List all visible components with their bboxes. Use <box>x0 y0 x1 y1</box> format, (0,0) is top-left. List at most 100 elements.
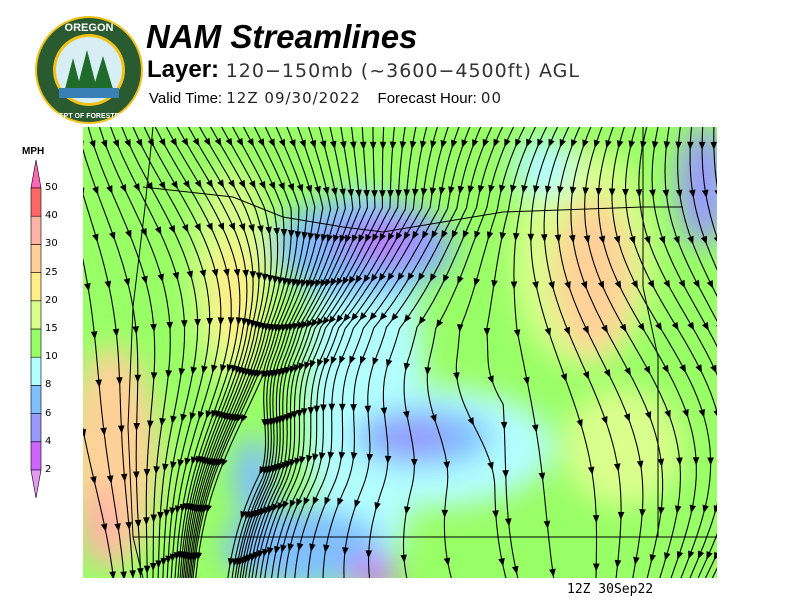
streamline-arrow <box>380 407 388 416</box>
streamline <box>455 127 526 578</box>
streamline-arrow <box>622 188 629 198</box>
streamline-arrow <box>132 326 139 335</box>
streamline-arrow <box>707 457 714 466</box>
streamline-arrow <box>259 180 266 190</box>
streamline-arrow <box>272 503 279 513</box>
streamline-arrow <box>500 421 508 430</box>
streamline-arrow <box>299 139 306 149</box>
streamline-arrow <box>633 556 640 566</box>
streamline-arrow <box>307 407 315 416</box>
streamline-arrow <box>227 317 235 326</box>
streamline-arrow <box>487 375 494 384</box>
streamline-arrow <box>272 275 280 285</box>
streamline-arrow <box>147 420 154 429</box>
streamline-arrow <box>324 496 331 506</box>
streamline <box>121 127 199 578</box>
streamline-arrow <box>582 187 590 196</box>
streamline-arrow <box>429 187 437 196</box>
streamline-arrow <box>486 231 494 240</box>
streamline-arrow <box>354 499 361 509</box>
streamline-arrow <box>137 568 144 577</box>
forecast-label: Forecast Hour: <box>377 90 477 107</box>
streamline-arrow <box>221 458 228 467</box>
streamline-arrow <box>523 376 530 386</box>
streamline-arrow <box>249 271 257 280</box>
streamline-arrow <box>120 571 127 578</box>
streamline-arrow <box>689 504 697 514</box>
streamline-arrow <box>592 563 600 572</box>
streamline-arrow <box>253 551 260 561</box>
colorbar-segment <box>30 441 42 471</box>
streamline-arrow <box>312 453 319 462</box>
streamline-arrow <box>379 232 386 242</box>
streamline-arrow <box>323 357 330 367</box>
streamline-arrow <box>366 453 374 463</box>
streamline-arrow <box>273 227 280 236</box>
streamline-arrow <box>526 138 533 148</box>
streamline-arrow <box>190 366 198 376</box>
streamline-arrow <box>132 471 140 480</box>
streamline-arrow <box>499 231 507 241</box>
streamline-arrow <box>713 505 717 514</box>
streamline-arrow <box>348 275 356 285</box>
streamline-arrow <box>301 279 308 288</box>
streamline <box>689 127 717 271</box>
streamline-arrow <box>114 523 121 532</box>
streamline-arrow <box>205 504 212 513</box>
streamline-arrow <box>603 369 611 378</box>
streamline-arrow <box>84 283 91 292</box>
streamline-arrow <box>339 355 346 365</box>
streamline-arrow <box>339 141 347 150</box>
streamline-arrow <box>483 328 491 337</box>
streamline-arrow <box>713 410 717 416</box>
forecast-value: 00 <box>480 89 502 107</box>
streamline-arrow <box>671 321 679 331</box>
streamline-arrow <box>493 138 500 148</box>
streamline-arrow <box>149 563 157 572</box>
streamline-arrow <box>291 278 299 288</box>
streamline-arrow <box>177 459 185 468</box>
streamline-arrow <box>314 185 321 195</box>
streamline-arrow <box>372 233 379 243</box>
streamline-arrow <box>637 322 645 332</box>
streamline-arrow <box>582 371 590 380</box>
streamline-arrow <box>440 139 447 149</box>
streamline-arrow <box>350 404 357 413</box>
streamline-arrow <box>133 183 140 192</box>
streamline-arrow <box>338 403 346 412</box>
streamline-arrow <box>299 455 306 465</box>
streamline-arrow <box>692 457 700 466</box>
colorbar-segment <box>30 244 42 273</box>
streamline-arrow <box>180 320 188 329</box>
streamline-arrow <box>502 470 509 479</box>
streamline-arrow <box>663 279 671 289</box>
streamline-arrow <box>333 234 340 244</box>
streamline-arrow <box>702 504 709 514</box>
streamline-arrow <box>170 461 177 470</box>
streamline-arrow <box>100 427 107 436</box>
streamline-arrow <box>106 185 113 194</box>
streamline-arrow <box>639 508 646 518</box>
streamline-arrow <box>350 312 359 322</box>
streamline-arrow <box>305 184 313 194</box>
streamline-arrow <box>129 570 136 578</box>
streamline-arrow <box>292 322 299 332</box>
streamline-arrow <box>125 229 132 239</box>
streamline-arrow <box>260 507 267 517</box>
streamline-arrow <box>614 559 622 569</box>
streamline-arrow <box>331 187 338 197</box>
streamline <box>570 127 664 578</box>
streamline-arrow <box>378 272 386 282</box>
streamline-arrow <box>328 315 336 324</box>
streamline-arrow <box>467 185 475 194</box>
streamline-arrow <box>613 235 621 245</box>
colorbar-segment <box>30 328 42 358</box>
streamline-arrow <box>453 372 460 381</box>
streamline-arrow <box>109 571 116 578</box>
colorbar-tick-label: 10 <box>45 351 58 363</box>
streamline-arrow <box>135 138 143 148</box>
streamline-arrow <box>687 235 694 245</box>
streamline-arrow <box>280 544 287 554</box>
streamline-arrow <box>412 230 419 240</box>
map-timestamp: 12Z 30Sep22 <box>567 582 654 597</box>
